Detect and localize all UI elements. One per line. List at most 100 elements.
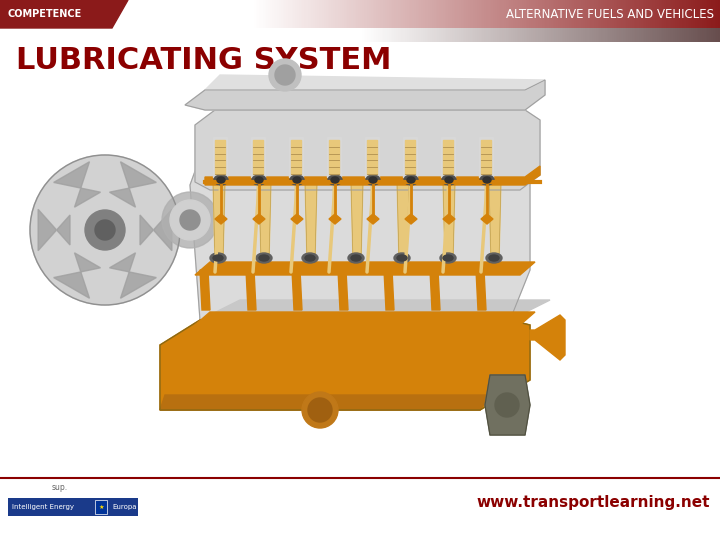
Bar bbox=[223, 0, 226, 28]
Bar bbox=[685, 28, 688, 42]
Bar bbox=[585, 28, 588, 42]
Bar bbox=[4, 28, 6, 42]
Bar bbox=[56, 28, 58, 42]
Bar bbox=[571, 28, 573, 42]
Bar bbox=[117, 0, 120, 28]
Bar bbox=[130, 0, 132, 28]
Bar bbox=[577, 28, 580, 42]
Bar bbox=[333, 0, 336, 28]
Bar bbox=[541, 0, 544, 28]
Bar bbox=[174, 28, 177, 42]
Bar bbox=[151, 28, 154, 42]
Bar bbox=[9, 0, 12, 28]
Bar bbox=[557, 0, 559, 28]
Bar bbox=[191, 0, 194, 28]
Ellipse shape bbox=[351, 255, 361, 261]
Bar bbox=[637, 0, 640, 28]
Bar bbox=[270, 0, 273, 28]
Bar bbox=[367, 140, 377, 174]
Bar bbox=[1, 28, 4, 42]
Bar bbox=[657, 28, 660, 42]
Bar bbox=[132, 0, 134, 28]
Bar bbox=[144, 0, 147, 28]
Bar bbox=[71, 28, 73, 42]
Bar bbox=[135, 28, 138, 42]
Bar bbox=[576, 28, 579, 42]
Bar bbox=[252, 28, 255, 42]
Bar bbox=[155, 0, 158, 28]
Bar bbox=[625, 28, 627, 42]
Bar bbox=[327, 137, 341, 177]
Bar bbox=[97, 28, 100, 42]
Bar bbox=[277, 28, 280, 42]
Bar bbox=[482, 0, 485, 28]
Bar bbox=[14, 0, 17, 28]
Bar bbox=[263, 28, 266, 42]
Bar bbox=[107, 0, 109, 28]
Bar bbox=[380, 28, 382, 42]
Bar bbox=[45, 28, 48, 42]
Bar bbox=[452, 28, 454, 42]
Bar bbox=[481, 0, 483, 28]
Bar bbox=[115, 28, 118, 42]
Bar bbox=[32, 28, 35, 42]
Bar bbox=[510, 0, 512, 28]
Bar bbox=[690, 0, 692, 28]
Ellipse shape bbox=[214, 175, 228, 185]
Bar bbox=[498, 28, 501, 42]
Bar bbox=[356, 0, 359, 28]
Bar bbox=[157, 0, 159, 28]
Bar bbox=[121, 0, 123, 28]
Bar bbox=[521, 0, 523, 28]
Bar bbox=[558, 28, 561, 42]
Bar bbox=[210, 0, 213, 28]
Bar bbox=[340, 28, 343, 42]
Bar bbox=[418, 28, 420, 42]
Bar bbox=[572, 28, 575, 42]
Bar bbox=[589, 0, 591, 28]
Bar bbox=[6, 0, 8, 28]
Bar bbox=[582, 0, 584, 28]
Bar bbox=[187, 0, 190, 28]
Polygon shape bbox=[190, 130, 530, 320]
Bar bbox=[287, 28, 289, 42]
Bar bbox=[104, 28, 107, 42]
Bar bbox=[701, 0, 703, 28]
Bar bbox=[562, 28, 564, 42]
Bar bbox=[567, 0, 570, 28]
Bar bbox=[213, 137, 227, 177]
Bar bbox=[92, 0, 94, 28]
Bar bbox=[575, 28, 577, 42]
Bar bbox=[239, 0, 242, 28]
Bar bbox=[324, 0, 327, 28]
Ellipse shape bbox=[483, 177, 491, 183]
Bar bbox=[400, 0, 402, 28]
Polygon shape bbox=[109, 253, 156, 298]
Bar bbox=[155, 28, 158, 42]
Bar bbox=[508, 0, 510, 28]
Bar bbox=[464, 0, 467, 28]
Bar bbox=[450, 0, 453, 28]
Bar bbox=[441, 28, 444, 42]
Bar bbox=[137, 28, 140, 42]
Bar bbox=[647, 28, 649, 42]
Bar bbox=[693, 0, 696, 28]
Bar bbox=[248, 28, 251, 42]
Bar bbox=[59, 0, 62, 28]
Polygon shape bbox=[54, 162, 101, 207]
Circle shape bbox=[170, 200, 210, 240]
Bar bbox=[308, 28, 310, 42]
Bar bbox=[133, 0, 136, 28]
Bar bbox=[160, 0, 163, 28]
Bar bbox=[308, 0, 310, 28]
Bar bbox=[171, 28, 174, 42]
Bar bbox=[313, 0, 316, 28]
Bar bbox=[484, 28, 487, 42]
Bar bbox=[27, 28, 30, 42]
Bar bbox=[360, 0, 363, 28]
Bar bbox=[151, 0, 154, 28]
Bar bbox=[522, 0, 525, 28]
Bar bbox=[329, 140, 339, 174]
Bar bbox=[299, 28, 302, 42]
Bar bbox=[551, 0, 554, 28]
